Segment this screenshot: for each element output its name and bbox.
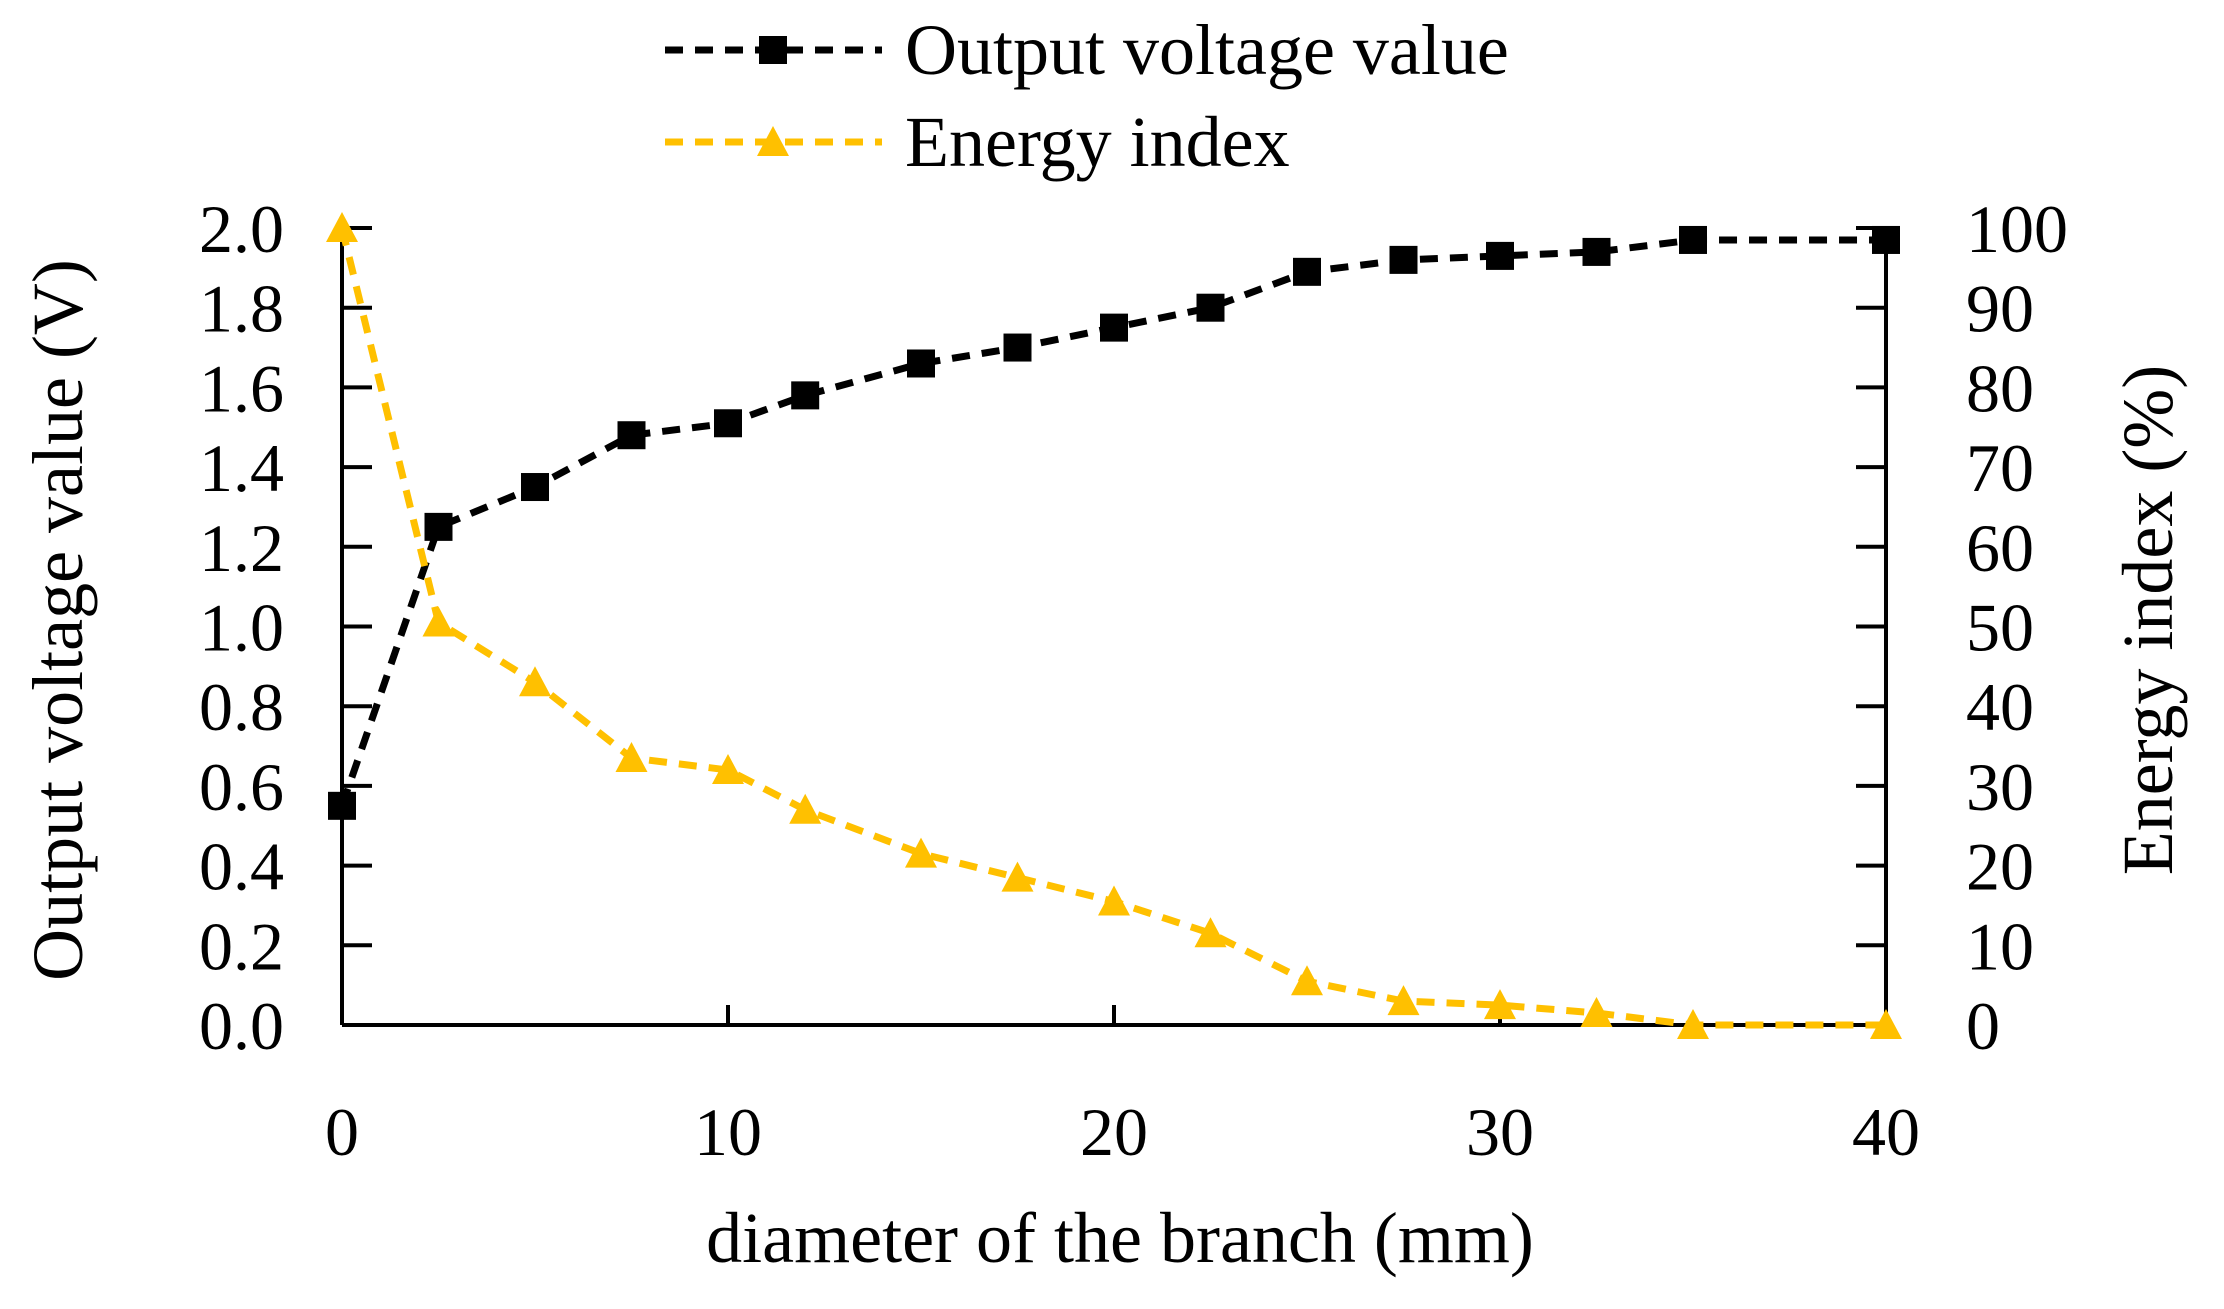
- x-tick-label: 40: [1852, 1094, 1920, 1170]
- y-left-tick-label: 1.0: [199, 590, 284, 666]
- energy-index-point: [422, 606, 455, 637]
- output-voltage-value-point: [424, 512, 453, 541]
- y-right-tick-label: 70: [1966, 430, 2034, 506]
- energy-index-point: [1387, 985, 1420, 1016]
- legend-voltage-label: Output voltage value: [905, 10, 1509, 90]
- output-voltage-value-point: [1100, 313, 1128, 342]
- x-tick-label: 30: [1466, 1094, 1534, 1170]
- y-right-tick-label: 100: [1966, 191, 2068, 267]
- output-voltage-value-point: [907, 349, 935, 378]
- energy-index-point: [1194, 917, 1227, 948]
- y-left-tick-label: 2.0: [199, 191, 284, 267]
- output-voltage-value-point: [1196, 293, 1225, 322]
- energy-index-point: [615, 742, 648, 772]
- y-axis-right-title: Energy index (%): [2108, 365, 2188, 876]
- y-right-tick-label: 40: [1966, 669, 2034, 745]
- x-tick-label: 0: [325, 1094, 359, 1170]
- y-right-tick-label: 90: [1966, 271, 2034, 347]
- y-left-tick-label: 0.0: [199, 988, 284, 1064]
- energy-index-point: [519, 666, 551, 697]
- y-right-tick-label: 20: [1966, 829, 2034, 905]
- output-voltage-value-point: [328, 791, 356, 820]
- legend-voltage-marker: [759, 36, 787, 64]
- y-right-tick-label: 0: [1966, 988, 2000, 1064]
- output-voltage-value-line: [338, 236, 1886, 807]
- legend-energy-label: Energy index: [905, 102, 1290, 182]
- output-voltage-value-point: [1679, 225, 1707, 254]
- energy-index-point: [1580, 997, 1613, 1027]
- y-left-tick-label: 0.6: [199, 749, 284, 825]
- energy-index-line: [338, 227, 1886, 1029]
- output-voltage-value-point: [1486, 241, 1514, 270]
- energy-index-point: [712, 754, 744, 784]
- y-right-tick-label: 10: [1966, 908, 2034, 984]
- energy-index-point: [1098, 885, 1130, 916]
- energy-index-point: [1677, 1009, 1709, 1039]
- x-axis-title: diameter of the branch (mm): [706, 1198, 1534, 1278]
- y-left-tick-label: 1.4: [199, 430, 284, 506]
- y-right-tick-label: 80: [1966, 350, 2034, 426]
- energy-index-point: [789, 793, 822, 824]
- energy-index-point: [326, 212, 358, 242]
- energy-index-point: [1870, 1009, 1902, 1039]
- y-left-tick-label: 0.8: [199, 669, 284, 745]
- y-left-tick-label: 1.2: [199, 510, 284, 586]
- output-voltage-value-point: [791, 381, 820, 410]
- output-voltage-value-point: [1293, 257, 1321, 286]
- energy-index-point: [1484, 989, 1516, 1020]
- energy-index-point: [905, 837, 937, 868]
- energy-index-point: [1291, 965, 1323, 996]
- output-voltage-value-point: [617, 421, 646, 450]
- y-left-tick-label: 1.6: [199, 350, 284, 426]
- output-voltage-value-point: [1872, 225, 1900, 254]
- output-voltage-value-point: [714, 409, 742, 438]
- y-axis-left-title: Output voltage value (V): [18, 259, 98, 981]
- x-tick-label: 20: [1080, 1094, 1148, 1170]
- series-layer: [326, 212, 1902, 1039]
- x-tick-label: 10: [694, 1094, 762, 1170]
- output-voltage-value-point: [521, 473, 549, 502]
- legend-energy-marker: [757, 126, 789, 156]
- output-voltage-value-point: [1582, 237, 1611, 266]
- y-right-tick-label: 30: [1966, 749, 2034, 825]
- ticks: 0 10 20 30 400.00.20.40.60.81.01.21.41.61.82…: [199, 191, 2068, 1170]
- y-right-tick-label: 60: [1966, 510, 2034, 586]
- output-voltage-value-point: [1003, 333, 1032, 362]
- y-left-tick-label: 0.2: [199, 908, 284, 984]
- y-left-tick-label: 0.4: [199, 829, 284, 905]
- energy-index-point: [1001, 861, 1034, 892]
- legend: Output voltage value Energy index: [665, 10, 1509, 182]
- output-voltage-value-point: [1389, 245, 1418, 274]
- y-left-tick-label: 1.8: [199, 271, 284, 347]
- y-right-tick-label: 50: [1966, 590, 2034, 666]
